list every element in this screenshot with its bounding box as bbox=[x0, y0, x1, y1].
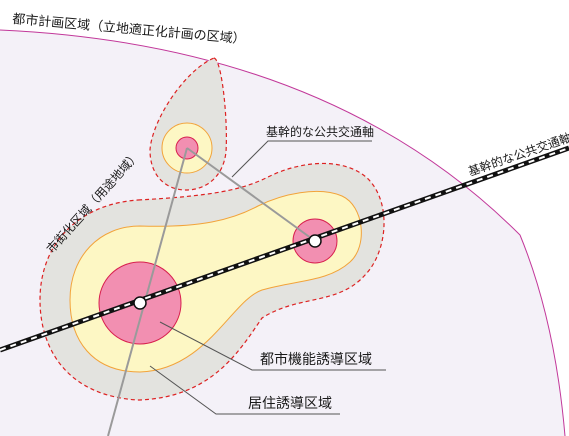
transit-axis-north-east bbox=[186, 147, 316, 242]
residential-area-label: 居住誘導区域 bbox=[248, 396, 332, 412]
transit-axis-north-south bbox=[107, 147, 188, 436]
city-planning-area-border bbox=[0, 29, 566, 436]
residential-leader-line bbox=[149, 365, 340, 415]
transit-axis-label: 基幹的な公共交通軸 bbox=[266, 124, 374, 139]
railway-line-dash bbox=[0, 147, 569, 351]
station-main bbox=[133, 296, 147, 310]
transit-axis-leader-line bbox=[231, 140, 372, 178]
urban-function-area-label: 都市機能誘導区域 bbox=[260, 351, 372, 368]
urban-function-leader-line bbox=[159, 321, 386, 371]
station-east bbox=[308, 234, 322, 248]
